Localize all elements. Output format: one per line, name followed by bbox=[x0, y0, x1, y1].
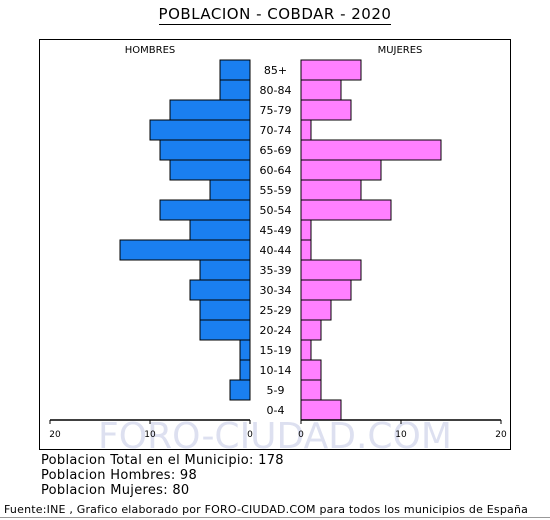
bar-women-25-29 bbox=[300, 299, 332, 321]
legend-men: HOMBRES bbox=[125, 45, 176, 56]
bar-women-60-64 bbox=[300, 159, 382, 181]
bar-women-85+ bbox=[300, 59, 362, 81]
age-label-80-84: 80-84 bbox=[260, 84, 292, 97]
bar-men-85+ bbox=[219, 59, 251, 81]
bar-women-30-34 bbox=[300, 279, 352, 301]
bar-women-20-24 bbox=[300, 319, 322, 341]
bar-women-0-4 bbox=[300, 399, 342, 421]
age-label-85+: 85+ bbox=[264, 64, 287, 77]
age-label-40-44: 40-44 bbox=[260, 244, 292, 257]
age-label-60-64: 60-64 bbox=[260, 164, 292, 177]
x-tick-label-5: 20 bbox=[495, 430, 507, 440]
bar-women-35-39 bbox=[300, 259, 362, 281]
bar-men-5-9 bbox=[229, 379, 251, 401]
bar-men-35-39 bbox=[199, 259, 251, 281]
watermark-text: FORO-CIUDAD.COM bbox=[98, 416, 452, 457]
bar-women-10-14 bbox=[300, 359, 322, 381]
age-label-5-9: 5-9 bbox=[267, 384, 285, 397]
bar-men-55-59 bbox=[209, 179, 251, 201]
bar-women-55-59 bbox=[300, 179, 362, 201]
bar-men-70-74 bbox=[149, 119, 251, 141]
bar-men-80-84 bbox=[219, 79, 251, 101]
bar-men-75-79 bbox=[169, 99, 251, 121]
bar-women-50-54 bbox=[300, 199, 392, 221]
bar-men-65-69 bbox=[159, 139, 251, 161]
bar-men-45-49 bbox=[189, 219, 251, 241]
bar-women-40-44 bbox=[300, 239, 312, 261]
bar-women-75-79 bbox=[300, 99, 352, 121]
summary-men: Poblacion Hombres: 98 bbox=[41, 468, 198, 483]
age-label-50-54: 50-54 bbox=[260, 204, 292, 217]
x-tick-label-4: 10 bbox=[395, 430, 407, 440]
age-label-65-69: 65-69 bbox=[260, 144, 292, 157]
x-tick-label-0: 20 bbox=[49, 430, 61, 440]
bar-men-25-29 bbox=[199, 299, 251, 321]
bar-women-65-69 bbox=[300, 139, 442, 161]
bar-women-5-9 bbox=[300, 379, 322, 401]
age-label-10-14: 10-14 bbox=[260, 364, 292, 377]
age-label-35-39: 35-39 bbox=[260, 264, 292, 277]
legend-women: MUJERES bbox=[378, 45, 423, 56]
age-label-30-34: 30-34 bbox=[260, 284, 292, 297]
age-label-0-4: 0-4 bbox=[267, 404, 285, 417]
age-label-55-59: 55-59 bbox=[260, 184, 292, 197]
bottom-rule bbox=[0, 517, 550, 518]
x-tick-label-2: 0 bbox=[247, 430, 253, 440]
chart-frame bbox=[39, 39, 511, 450]
bar-women-15-19 bbox=[300, 339, 312, 361]
age-label-25-29: 25-29 bbox=[260, 304, 292, 317]
chart-title: POBLACION - COBDAR - 2020 bbox=[0, 5, 550, 25]
bar-men-40-44 bbox=[119, 239, 251, 261]
bar-men-30-34 bbox=[189, 279, 251, 301]
bar-women-45-49 bbox=[300, 219, 312, 241]
chart-title-text: POBLACION - COBDAR - 2020 bbox=[158, 5, 392, 25]
bar-men-15-19 bbox=[239, 339, 251, 361]
summary-women: Poblacion Mujeres: 80 bbox=[41, 483, 190, 498]
bar-men-10-14 bbox=[239, 359, 251, 381]
bar-men-50-54 bbox=[159, 199, 251, 221]
age-label-70-74: 70-74 bbox=[260, 124, 292, 137]
bar-men-60-64 bbox=[169, 159, 251, 181]
bar-women-70-74 bbox=[300, 119, 312, 141]
age-label-20-24: 20-24 bbox=[260, 324, 292, 337]
x-tick-label-3: 0 bbox=[298, 430, 304, 440]
age-label-15-19: 15-19 bbox=[260, 344, 292, 357]
source-footer: Fuente:INE , Grafico elaborado por FORO-… bbox=[4, 503, 529, 516]
bar-men-20-24 bbox=[199, 319, 251, 341]
summary-total: Poblacion Total en el Municipio: 178 bbox=[41, 453, 284, 468]
x-tick-label-1: 10 bbox=[144, 430, 156, 440]
age-label-75-79: 75-79 bbox=[260, 104, 292, 117]
age-label-45-49: 45-49 bbox=[260, 224, 292, 237]
bar-women-80-84 bbox=[300, 79, 342, 101]
